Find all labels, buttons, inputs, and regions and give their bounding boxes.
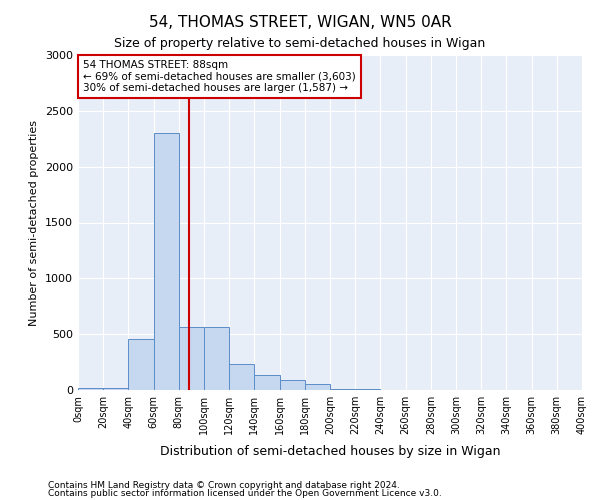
Text: 54, THOMAS STREET, WIGAN, WN5 0AR: 54, THOMAS STREET, WIGAN, WN5 0AR <box>149 15 451 30</box>
Text: 54 THOMAS STREET: 88sqm
← 69% of semi-detached houses are smaller (3,603)
30% of: 54 THOMAS STREET: 88sqm ← 69% of semi-de… <box>83 60 356 93</box>
Bar <box>305 384 330 390</box>
Bar <box>154 133 179 390</box>
Text: Contains HM Land Registry data © Crown copyright and database right 2024.: Contains HM Land Registry data © Crown c… <box>48 480 400 490</box>
Y-axis label: Number of semi-detached properties: Number of semi-detached properties <box>29 120 40 326</box>
Text: Size of property relative to semi-detached houses in Wigan: Size of property relative to semi-detach… <box>115 38 485 51</box>
X-axis label: Distribution of semi-detached houses by size in Wigan: Distribution of semi-detached houses by … <box>160 446 500 458</box>
Bar <box>103 388 128 390</box>
Bar <box>78 388 103 390</box>
Bar <box>254 376 280 390</box>
Bar <box>229 364 254 390</box>
Bar <box>330 389 355 390</box>
Bar <box>204 328 229 390</box>
Bar <box>179 328 204 390</box>
Bar <box>128 338 154 390</box>
Bar <box>280 380 305 390</box>
Text: Contains public sector information licensed under the Open Government Licence v3: Contains public sector information licen… <box>48 489 442 498</box>
